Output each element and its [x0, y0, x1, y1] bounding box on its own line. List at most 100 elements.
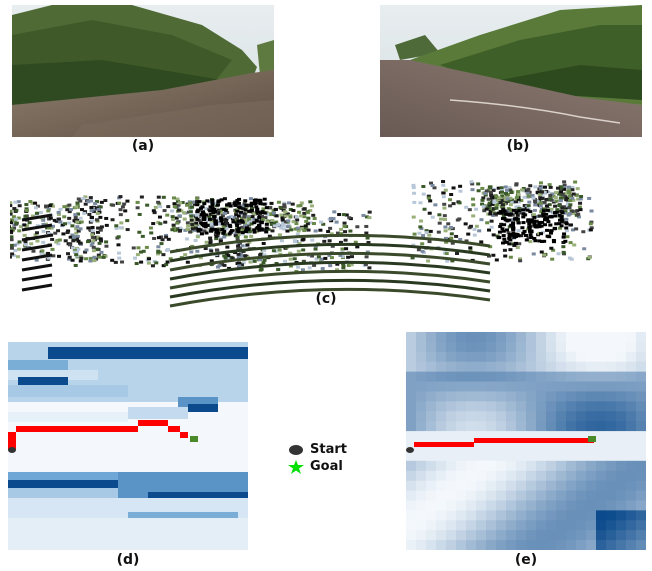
point: [468, 246, 472, 249]
point: [194, 222, 198, 225]
point: [284, 214, 288, 217]
point: [15, 222, 19, 225]
point: [530, 230, 534, 233]
point: [321, 267, 325, 270]
point: [104, 240, 108, 243]
point: [225, 204, 229, 207]
point: [89, 206, 93, 209]
point: [252, 228, 256, 231]
point: [195, 203, 199, 206]
point: [71, 239, 75, 242]
point: [74, 206, 78, 209]
point: [186, 221, 190, 224]
point: [121, 205, 125, 208]
goal-marker: [588, 436, 596, 442]
point: [367, 266, 371, 269]
point: [89, 196, 93, 199]
point: [301, 248, 305, 251]
point: [225, 246, 229, 249]
point: [71, 246, 75, 249]
point: [125, 219, 129, 222]
point: [561, 245, 565, 248]
point: [208, 237, 212, 240]
point: [526, 192, 530, 195]
point: [500, 227, 504, 230]
point: [311, 214, 315, 217]
point: [217, 199, 221, 202]
point: [328, 227, 332, 230]
point: [162, 196, 166, 199]
point: [270, 219, 274, 222]
point: [270, 229, 274, 232]
point: [576, 187, 580, 190]
point: [23, 234, 27, 237]
point: [157, 196, 161, 199]
point: [216, 203, 220, 206]
point: [67, 221, 71, 224]
point: [291, 203, 295, 206]
point: [326, 230, 330, 233]
point: [512, 236, 516, 239]
point: [156, 201, 160, 204]
point: [476, 182, 480, 185]
point: [241, 244, 245, 247]
point: [523, 196, 527, 199]
caption-d: (d): [98, 552, 158, 568]
point: [141, 235, 145, 238]
point: [516, 233, 520, 236]
point: [442, 207, 446, 210]
point: [319, 221, 323, 224]
point: [34, 206, 38, 209]
point: [527, 225, 531, 228]
point: [132, 246, 136, 249]
point: [531, 197, 535, 200]
point: [442, 195, 446, 198]
point: [198, 200, 202, 203]
point: [437, 213, 441, 216]
point: [532, 237, 536, 240]
point: [419, 220, 423, 223]
point: [122, 203, 126, 206]
point: [263, 203, 267, 206]
point: [471, 203, 475, 206]
point: [328, 239, 332, 242]
point: [310, 204, 314, 207]
point: [35, 239, 39, 242]
point: [119, 221, 123, 224]
point: [306, 211, 310, 214]
point: [301, 239, 305, 242]
point: [222, 236, 226, 239]
point: [115, 227, 119, 230]
point: [120, 260, 124, 263]
point: [58, 239, 62, 242]
point: [10, 238, 14, 241]
point: [299, 214, 303, 217]
point: [500, 186, 504, 189]
point: [528, 210, 532, 213]
point: [75, 221, 79, 224]
point: [189, 250, 193, 253]
point: [135, 262, 139, 265]
point: [117, 252, 121, 255]
point: [28, 200, 32, 203]
point: [238, 220, 242, 223]
point: [188, 231, 192, 234]
point: [16, 255, 20, 258]
point: [172, 224, 176, 227]
point: [201, 210, 205, 213]
point: [173, 205, 177, 208]
point: [236, 244, 240, 247]
point: [205, 232, 209, 235]
point: [289, 228, 293, 231]
point: [464, 206, 468, 209]
point: [10, 247, 14, 250]
point: [244, 208, 248, 211]
point: [85, 248, 89, 251]
point: [265, 227, 269, 230]
point: [417, 248, 421, 251]
point: [149, 226, 153, 229]
point: [516, 246, 520, 249]
point: [237, 262, 241, 265]
dark-circle-icon: [288, 444, 304, 456]
point: [259, 202, 263, 205]
